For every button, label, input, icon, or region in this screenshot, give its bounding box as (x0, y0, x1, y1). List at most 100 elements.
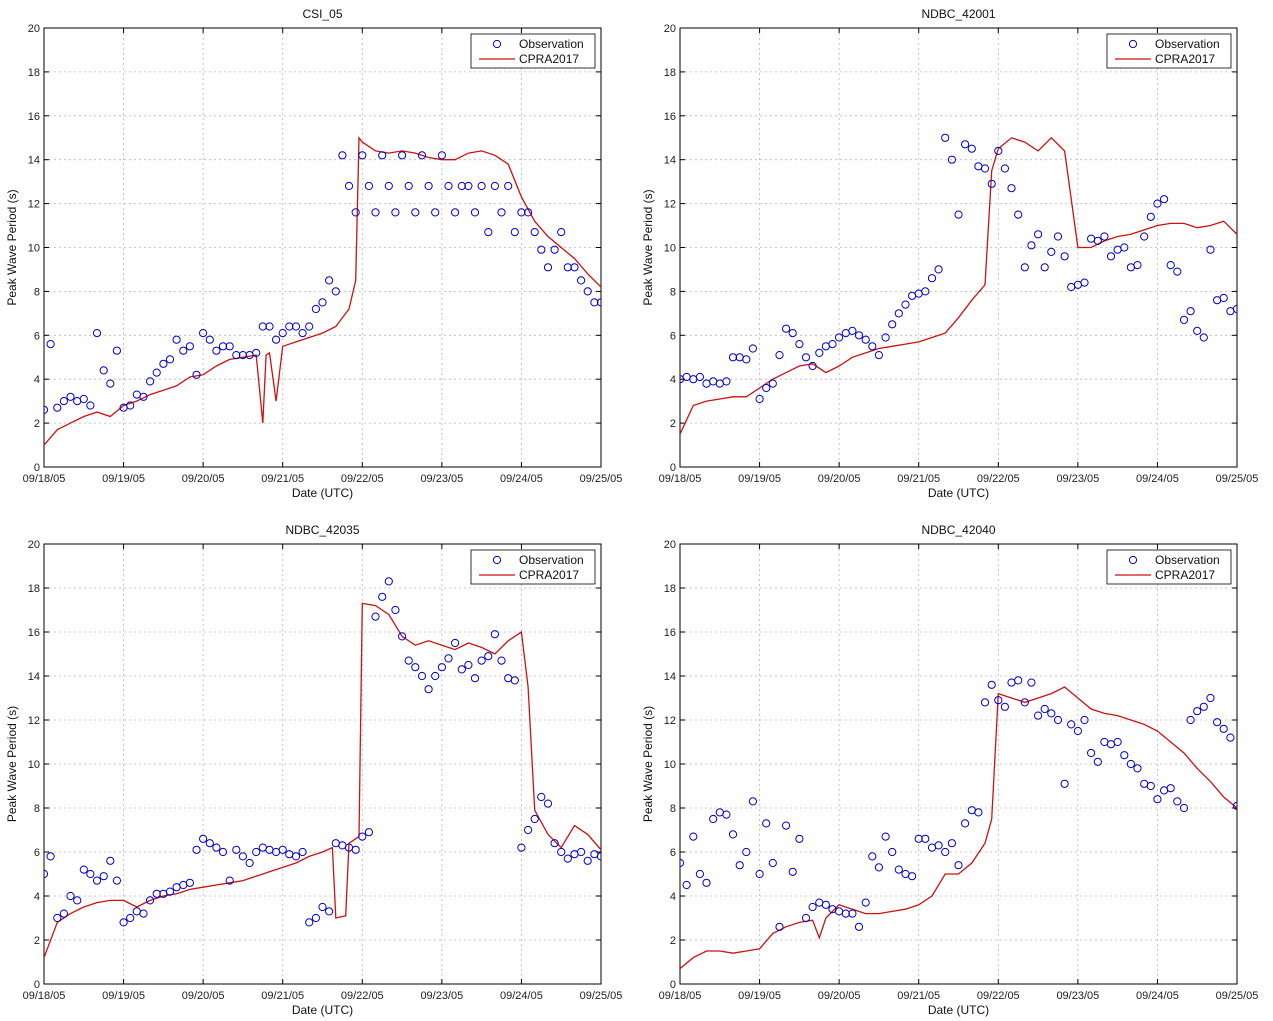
observation-point (1206, 245, 1215, 254)
observation-point (398, 632, 407, 641)
observation-point (1160, 195, 1169, 204)
observation-point (1232, 801, 1237, 810)
observation-point (139, 392, 148, 401)
observation-point (1000, 702, 1010, 711)
y-tick-label: 6 (670, 330, 676, 342)
observation-point (59, 397, 69, 406)
y-tick-label: 2 (670, 935, 676, 947)
x-tick-label: 09/20/05 (182, 473, 225, 485)
y-axis-label: Peak Wave Period (s) (5, 706, 19, 822)
y-tick-label: 14 (664, 155, 676, 167)
observation-point (331, 287, 340, 296)
observation-point (172, 335, 181, 344)
observation-point (165, 887, 175, 896)
legend-marker-observation (492, 555, 502, 565)
observation-point (735, 861, 744, 870)
observation-point (1113, 737, 1122, 747)
observation-point (404, 656, 413, 665)
observation-point (1232, 304, 1237, 314)
observation-point (748, 797, 758, 806)
observation-point (795, 834, 804, 843)
observation-point (318, 298, 327, 307)
y-tick-label: 18 (664, 583, 676, 595)
observation-point (868, 342, 877, 351)
observation-point (404, 181, 413, 191)
plot-area (680, 544, 1237, 984)
observation-point (954, 210, 963, 219)
panel-ndbc-42001: 09/18/05 09/19/05 09/20/05 09/21/05 09/22/05… (641, 7, 1258, 500)
x-tick-label: 09/21/05 (897, 990, 940, 1002)
observation-point (722, 377, 731, 386)
observation-point (914, 834, 923, 843)
observation-point (1213, 718, 1222, 727)
panel-ndbc-42040: 09/18/05 09/19/05 09/20/05 09/21/05 09/22/05… (641, 523, 1258, 1017)
observation-point (861, 335, 870, 344)
observation-point (92, 876, 102, 885)
x-tick-label: 09/23/05 (1056, 473, 1099, 485)
observation-point (848, 909, 857, 918)
gridlines (44, 544, 601, 984)
y-tick-label: 20 (28, 539, 40, 551)
observation-point (66, 392, 75, 401)
observation-point (921, 287, 930, 296)
observation-point (364, 181, 373, 191)
y-tick-label: 12 (664, 199, 676, 211)
observation-point (680, 858, 685, 868)
observation-point (861, 898, 870, 907)
observation-point (1106, 252, 1116, 261)
observation-point (563, 263, 572, 272)
observation-point (344, 181, 354, 191)
observation-point (424, 181, 433, 191)
observation-point (795, 340, 804, 349)
y-tick-label: 0 (34, 979, 40, 991)
x-tick-label: 09/22/05 (341, 473, 384, 485)
x-tick-label: 09/25/05 (580, 473, 623, 485)
observation-point (1020, 263, 1029, 272)
y-tick-label: 16 (28, 627, 40, 639)
observation-point (596, 852, 601, 861)
observation-point (1146, 212, 1155, 221)
observation-point (782, 324, 791, 333)
observation-point (1166, 784, 1175, 793)
observation-point (1093, 236, 1102, 245)
observation-point (351, 208, 360, 217)
observation-point (477, 181, 486, 191)
observation-point (1199, 333, 1208, 342)
observation-point (1173, 267, 1182, 276)
observation-point (941, 847, 950, 857)
observation-point (961, 140, 970, 149)
observation-point (484, 228, 493, 237)
observation-point (325, 276, 334, 285)
y-tick-label: 18 (28, 67, 40, 79)
legend-label: Observation (519, 553, 584, 567)
observation-point (278, 329, 287, 338)
observation-point (994, 696, 1003, 705)
x-axis-label: Date (UTC) (928, 486, 989, 500)
observation-point (742, 355, 751, 364)
observation-point (1173, 797, 1182, 806)
y-tick-label: 20 (664, 23, 676, 35)
observation-point (291, 852, 301, 861)
observation-point (908, 872, 917, 881)
observation-point (775, 351, 784, 360)
x-tick-label: 09/19/05 (738, 990, 781, 1002)
observation-point (888, 320, 897, 329)
observation-point (881, 832, 890, 841)
chart-title: NDBC_42001 (921, 7, 995, 21)
observation-point (1053, 715, 1063, 725)
observation-point (464, 181, 473, 191)
observation-point (762, 383, 771, 393)
observation-point (278, 845, 287, 854)
observation-point (305, 322, 314, 331)
observation-point (1040, 704, 1049, 714)
observation-point (1080, 278, 1089, 287)
observation-point (1027, 241, 1036, 250)
observation-point (311, 304, 320, 314)
observation-point (987, 179, 996, 188)
y-tick-label: 12 (28, 715, 40, 727)
observation-point (967, 144, 976, 153)
observation-point (245, 858, 254, 868)
x-tick-label: 09/18/05 (659, 990, 702, 1002)
observation-point (742, 847, 751, 857)
